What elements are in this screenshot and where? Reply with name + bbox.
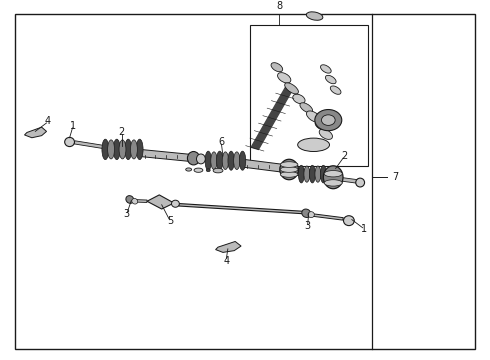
Ellipse shape [306,12,323,20]
Ellipse shape [319,129,333,139]
Ellipse shape [302,209,311,217]
Ellipse shape [130,140,137,159]
Polygon shape [242,159,285,172]
Ellipse shape [186,168,192,171]
Ellipse shape [285,83,298,94]
Ellipse shape [119,140,126,159]
Ellipse shape [102,139,109,159]
Ellipse shape [277,73,291,83]
Ellipse shape [217,151,223,170]
Ellipse shape [188,152,200,165]
Ellipse shape [325,75,336,84]
Ellipse shape [324,180,343,186]
Bar [250,25,368,166]
Text: 8: 8 [276,1,282,11]
Polygon shape [297,168,334,180]
Ellipse shape [172,200,179,207]
Ellipse shape [321,115,335,125]
Ellipse shape [205,151,212,170]
Ellipse shape [234,152,240,170]
Ellipse shape [356,178,365,187]
Ellipse shape [108,140,115,159]
Ellipse shape [310,165,316,183]
Ellipse shape [308,212,315,218]
Text: 1: 1 [361,225,367,234]
Text: 7: 7 [392,172,398,181]
Ellipse shape [324,171,343,177]
Text: 3: 3 [123,209,129,219]
Text: 5: 5 [167,216,173,226]
Text: 3: 3 [305,221,311,231]
Ellipse shape [125,139,132,159]
Ellipse shape [213,168,223,173]
Ellipse shape [323,166,343,189]
Ellipse shape [126,195,134,203]
Polygon shape [147,195,174,209]
Polygon shape [251,87,293,149]
Ellipse shape [206,169,210,172]
Ellipse shape [222,152,228,170]
Ellipse shape [280,162,298,167]
Ellipse shape [228,151,234,170]
Ellipse shape [306,111,321,122]
Ellipse shape [271,63,283,72]
Text: 6: 6 [219,137,224,147]
Ellipse shape [343,216,354,226]
Ellipse shape [280,167,298,172]
Ellipse shape [297,138,329,152]
Ellipse shape [280,172,298,177]
Ellipse shape [320,65,331,73]
Ellipse shape [194,168,203,172]
Text: 2: 2 [341,151,347,161]
Ellipse shape [132,198,138,204]
Ellipse shape [113,139,120,159]
Text: 1: 1 [71,121,76,131]
Ellipse shape [315,109,342,131]
Ellipse shape [136,139,143,159]
Ellipse shape [196,154,205,164]
Text: 2: 2 [119,127,124,137]
Ellipse shape [293,94,305,104]
Ellipse shape [330,86,341,94]
Ellipse shape [65,138,74,147]
Ellipse shape [315,121,327,130]
Text: 4: 4 [45,116,50,126]
Ellipse shape [315,166,321,182]
Polygon shape [179,203,304,214]
Text: 4: 4 [223,256,229,266]
Polygon shape [312,214,343,220]
Ellipse shape [298,165,304,183]
Polygon shape [139,149,194,162]
Polygon shape [342,177,358,183]
Ellipse shape [211,152,217,170]
Polygon shape [74,141,106,149]
Ellipse shape [320,165,326,183]
Polygon shape [127,199,147,202]
Polygon shape [216,242,241,252]
Ellipse shape [300,103,313,113]
Ellipse shape [304,166,310,182]
Polygon shape [24,127,47,138]
Ellipse shape [239,151,246,170]
Ellipse shape [280,159,298,180]
